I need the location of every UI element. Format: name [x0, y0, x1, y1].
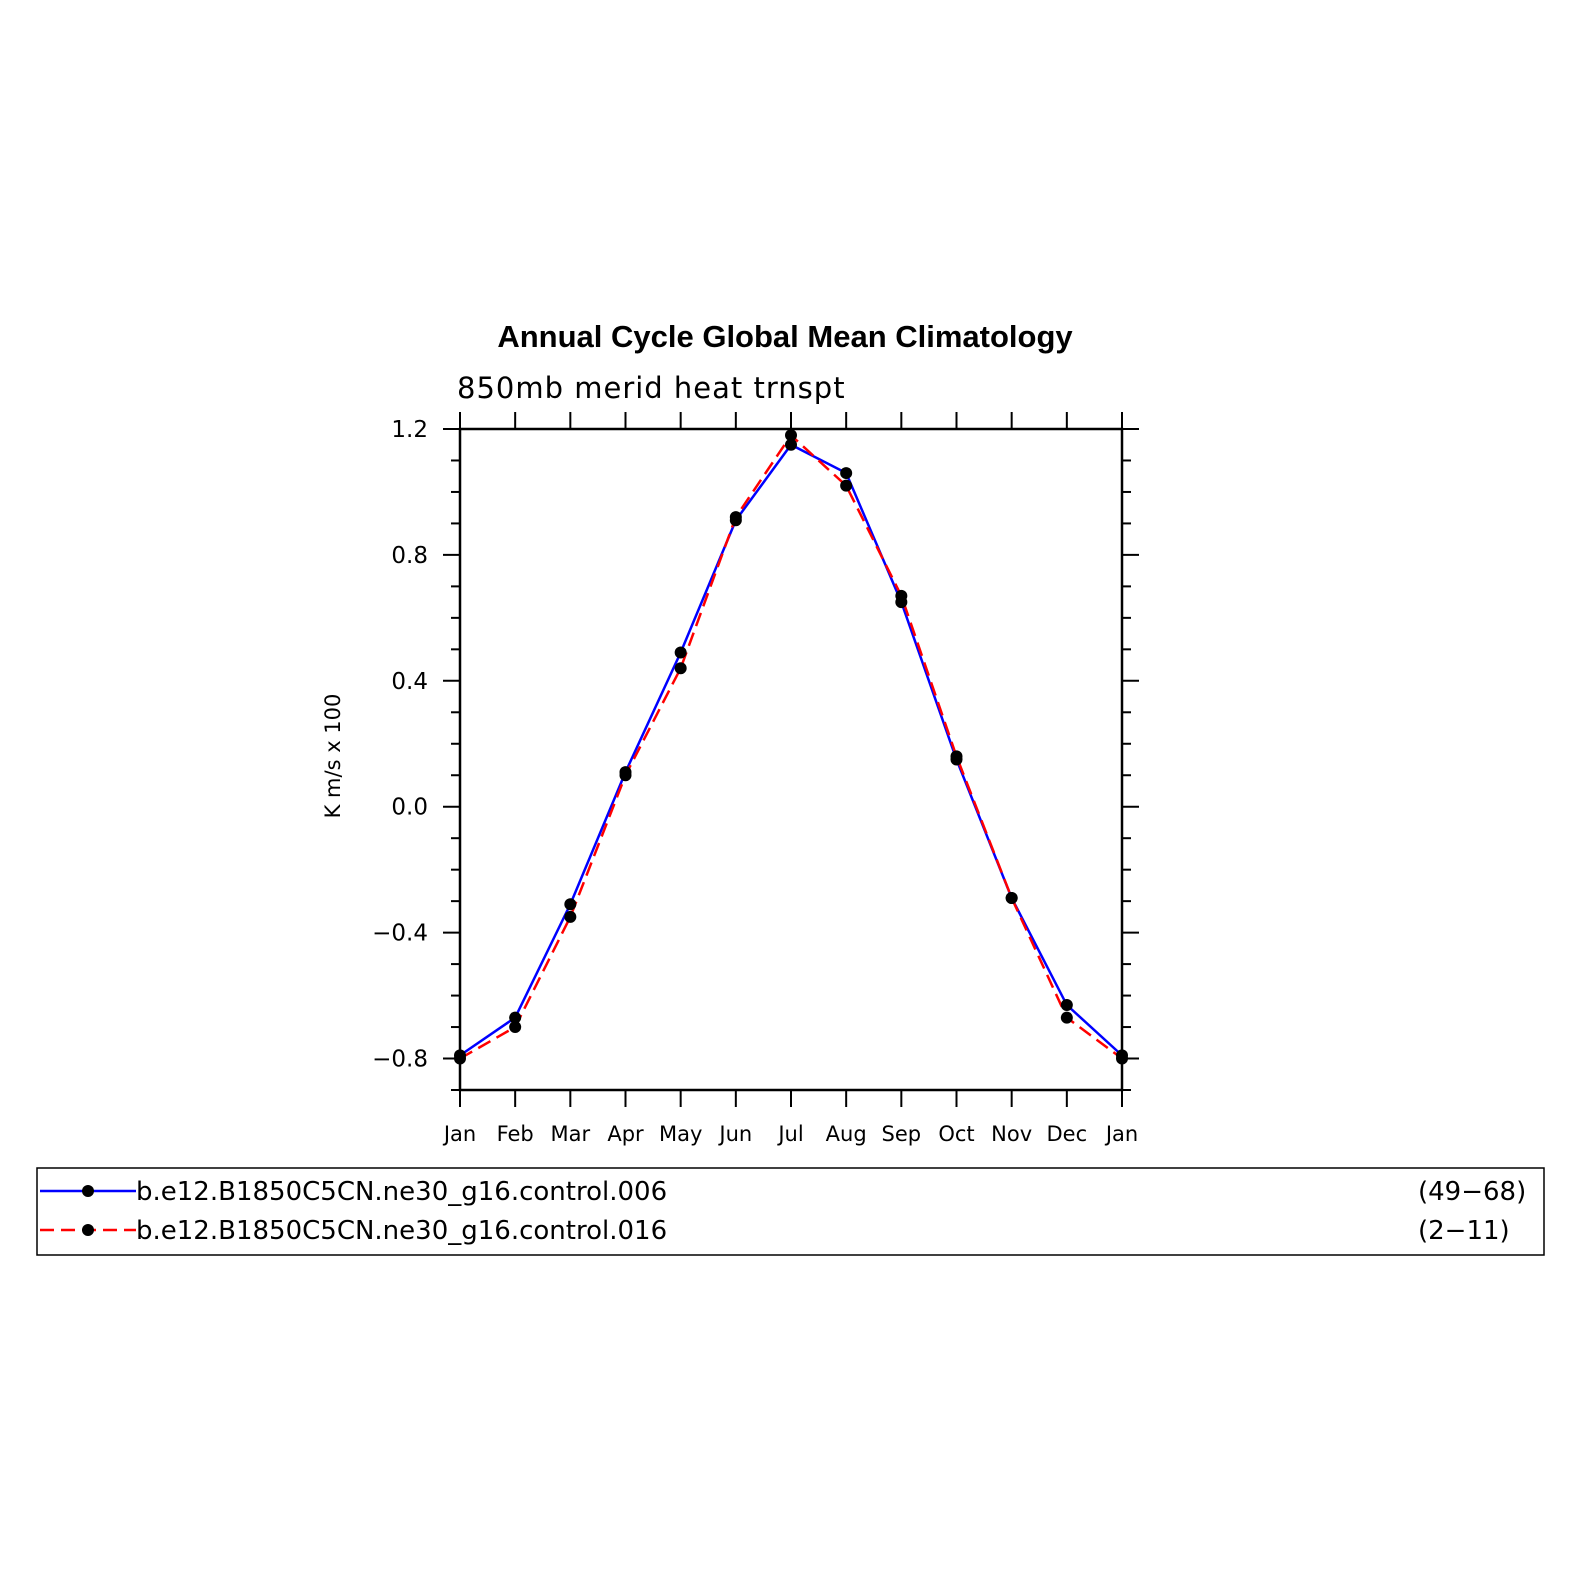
series-2-point: [950, 750, 963, 763]
x-tick-label: Sep: [882, 1122, 922, 1146]
y-tick-label: −0.8: [372, 1047, 428, 1073]
series-1-point: [509, 1011, 522, 1024]
series-2-point: [454, 1052, 466, 1065]
x-tick-label: Jul: [776, 1122, 803, 1146]
y-tick-label: −0.4: [372, 921, 428, 947]
series-2-point: [729, 511, 742, 524]
y-tick-label: 0.8: [391, 543, 428, 569]
x-tick-label: Jan: [1104, 1122, 1138, 1146]
series-line-1: [459, 443, 1123, 1057]
legend-years-2: (2−11): [1418, 1216, 1510, 1246]
series-2-point: [1005, 891, 1018, 904]
x-tick-label: Dec: [1047, 1122, 1088, 1146]
series-2-point: [564, 910, 577, 923]
y-tick-label: 0.0: [391, 795, 428, 821]
x-tick-label: Nov: [991, 1122, 1032, 1146]
x-tick-label: Aug: [826, 1122, 867, 1146]
x-tick-label: Jun: [717, 1122, 752, 1146]
plot-border: [458, 427, 1124, 1092]
x-tick-label: Apr: [607, 1122, 644, 1146]
plot-frame: [458, 427, 1124, 1092]
series-1-point: [840, 467, 853, 480]
series-2-point: [674, 662, 687, 675]
series-2-point: [1116, 1052, 1128, 1065]
series-1-point: [564, 898, 577, 911]
legend-marker-1: [82, 1185, 94, 1197]
series-2-point: [509, 1021, 522, 1034]
series-1-point: [674, 646, 687, 659]
x-tick-label: Mar: [551, 1122, 591, 1146]
y-axis-label: K m/s x 100: [321, 694, 345, 819]
x-tick-label: Jan: [442, 1122, 476, 1146]
legend-box: [36, 1167, 1545, 1256]
y-tick-label: 1.2: [391, 417, 428, 443]
chart-subtitle: 850mb merid heat trnspt: [457, 371, 846, 405]
x-tick-label: Feb: [497, 1122, 534, 1146]
series-1-point: [785, 438, 797, 451]
series-2-point: [1060, 1011, 1073, 1024]
y-axis: 1.2 0.8 0.4 0.0 −0.4 −0.8: [372, 417, 1139, 1091]
legend-label-2: b.e12.B1850C5CN.ne30_g16.control.016: [136, 1216, 667, 1246]
series-2-point: [895, 589, 908, 602]
legend: b.e12.B1850C5CN.ne30_g16.control.006 (49−…: [36, 1167, 1545, 1256]
series-layer: [454, 429, 1128, 1065]
x-axis: Jan Feb Mar Apr May Jun Jul Aug Sep Oct Nov Dec Jan: [442, 412, 1138, 1146]
legend-years-1: (49−68): [1418, 1177, 1526, 1207]
y-tick-label: 0.4: [391, 669, 428, 695]
x-tick-label: May: [659, 1122, 702, 1146]
x-tick-label: Oct: [938, 1122, 974, 1146]
chart-title: Annual Cycle Global Mean Climatology: [497, 319, 1073, 354]
series-2-point: [785, 429, 797, 442]
legend-label-1: b.e12.B1850C5CN.ne30_g16.control.006: [136, 1177, 667, 1207]
series-2-point: [619, 769, 632, 782]
series-2-point: [840, 479, 853, 492]
legend-marker-2: [82, 1224, 94, 1236]
series-line-2: [459, 433, 1123, 1060]
series-1-point: [1060, 999, 1073, 1012]
